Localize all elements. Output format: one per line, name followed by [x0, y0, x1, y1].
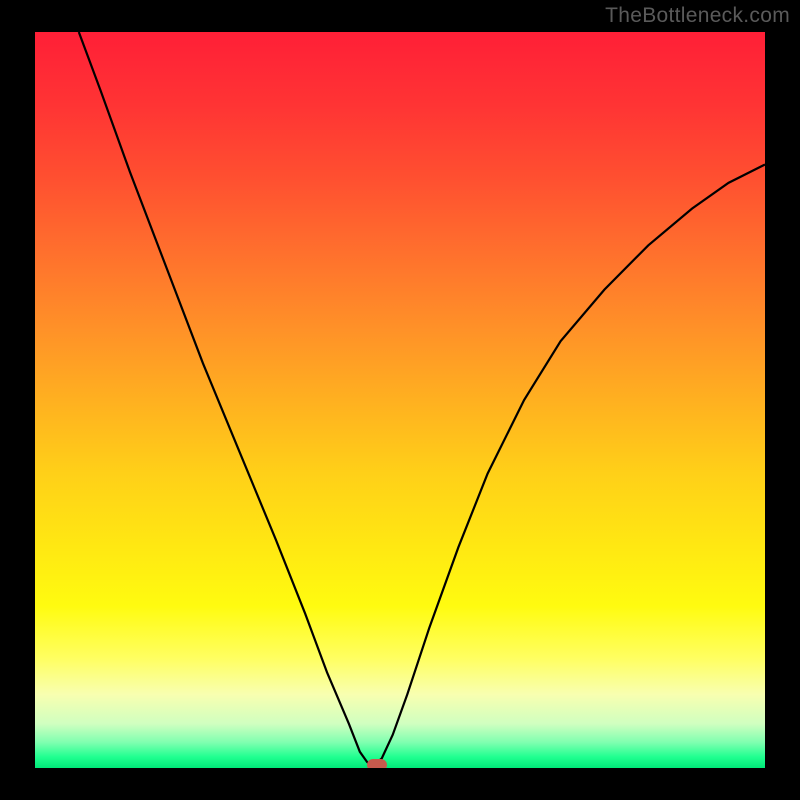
curve-left-branch	[79, 32, 371, 764]
watermark-text: TheBottleneck.com	[605, 4, 790, 28]
curve-right-branch	[374, 164, 765, 764]
plot-area	[35, 32, 765, 768]
vertex-marker	[367, 759, 387, 768]
bottleneck-curve	[35, 32, 765, 768]
